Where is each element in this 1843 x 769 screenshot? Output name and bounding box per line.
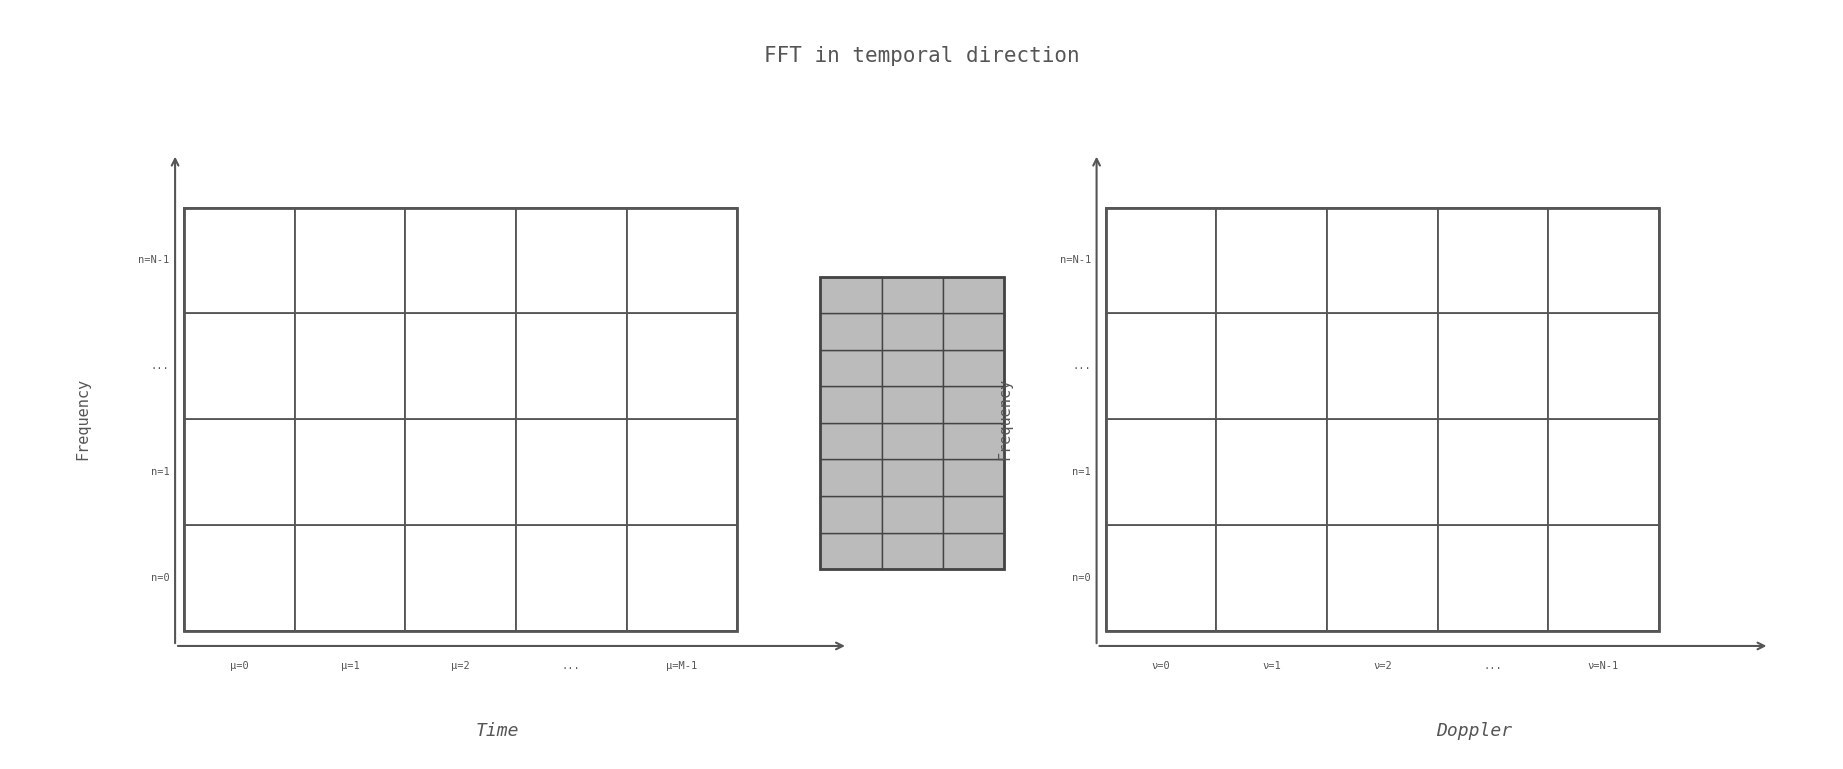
Bar xyxy=(1327,524,1438,631)
Text: n=0: n=0 xyxy=(151,573,170,583)
Bar xyxy=(295,524,405,631)
Bar xyxy=(1106,314,1216,419)
Bar xyxy=(184,314,295,419)
Bar xyxy=(516,524,627,631)
Text: n=N-1: n=N-1 xyxy=(138,255,170,265)
Text: n=1: n=1 xyxy=(151,467,170,477)
Bar xyxy=(1548,419,1659,524)
Bar xyxy=(944,460,1004,496)
Text: μ=1: μ=1 xyxy=(341,661,359,671)
Bar xyxy=(516,314,627,419)
Bar xyxy=(1327,208,1438,314)
Bar xyxy=(1438,314,1548,419)
Text: FFT in temporal direction: FFT in temporal direction xyxy=(763,46,1080,66)
Bar xyxy=(881,314,944,350)
Text: μ=2: μ=2 xyxy=(452,661,470,671)
Bar xyxy=(1106,208,1659,631)
Text: ν=0: ν=0 xyxy=(1152,661,1170,671)
Text: ν=N-1: ν=N-1 xyxy=(1589,661,1618,671)
Bar xyxy=(1327,419,1438,524)
Bar xyxy=(516,208,627,314)
Bar xyxy=(881,423,944,459)
Bar xyxy=(820,496,881,532)
Bar xyxy=(1438,524,1548,631)
Bar xyxy=(1216,524,1327,631)
Text: ...: ... xyxy=(1073,361,1091,371)
Bar xyxy=(820,277,1004,569)
Bar xyxy=(820,350,881,386)
Bar xyxy=(405,314,516,419)
Bar xyxy=(1438,208,1548,314)
Bar xyxy=(295,314,405,419)
Bar xyxy=(516,419,627,524)
Text: n=0: n=0 xyxy=(1073,573,1091,583)
Bar xyxy=(1106,524,1216,631)
Text: μ=M-1: μ=M-1 xyxy=(667,661,697,671)
Bar xyxy=(944,386,1004,423)
Text: Time: Time xyxy=(475,721,520,740)
Bar xyxy=(1327,314,1438,419)
Bar xyxy=(881,496,944,532)
Bar xyxy=(1216,314,1327,419)
Bar xyxy=(1106,419,1216,524)
Bar xyxy=(881,350,944,386)
Bar xyxy=(820,532,881,569)
Text: ...: ... xyxy=(562,661,581,671)
Bar xyxy=(881,532,944,569)
Bar xyxy=(881,277,944,314)
Bar xyxy=(881,460,944,496)
Text: Frequency: Frequency xyxy=(76,378,90,460)
Bar xyxy=(944,496,1004,532)
Text: ν=2: ν=2 xyxy=(1373,661,1391,671)
Bar xyxy=(627,208,737,314)
Bar xyxy=(820,314,881,350)
Bar xyxy=(1216,208,1327,314)
Text: Frequency: Frequency xyxy=(997,378,1012,460)
Bar xyxy=(405,208,516,314)
Bar xyxy=(405,419,516,524)
Text: ...: ... xyxy=(1484,661,1502,671)
Bar xyxy=(820,277,881,314)
Bar xyxy=(820,460,881,496)
Bar xyxy=(1106,208,1216,314)
Bar xyxy=(405,524,516,631)
Text: Doppler: Doppler xyxy=(1436,721,1513,740)
Bar xyxy=(944,314,1004,350)
Bar xyxy=(184,524,295,631)
Bar xyxy=(820,386,881,423)
Bar xyxy=(1548,208,1659,314)
Bar xyxy=(820,423,881,459)
Bar xyxy=(881,386,944,423)
Text: n=N-1: n=N-1 xyxy=(1060,255,1091,265)
Bar xyxy=(295,208,405,314)
Text: ...: ... xyxy=(151,361,170,371)
Bar xyxy=(627,314,737,419)
Bar xyxy=(1438,419,1548,524)
Bar xyxy=(944,277,1004,314)
Bar xyxy=(295,419,405,524)
Bar xyxy=(627,419,737,524)
Text: ν=1: ν=1 xyxy=(1262,661,1281,671)
Bar xyxy=(944,350,1004,386)
Text: μ=0: μ=0 xyxy=(230,661,249,671)
Bar xyxy=(1548,314,1659,419)
Bar xyxy=(944,423,1004,459)
Bar xyxy=(1548,524,1659,631)
Bar xyxy=(627,524,737,631)
Bar xyxy=(1216,419,1327,524)
Bar xyxy=(184,208,737,631)
Bar xyxy=(944,532,1004,569)
Bar xyxy=(184,208,295,314)
Text: n=1: n=1 xyxy=(1073,467,1091,477)
Bar xyxy=(184,419,295,524)
